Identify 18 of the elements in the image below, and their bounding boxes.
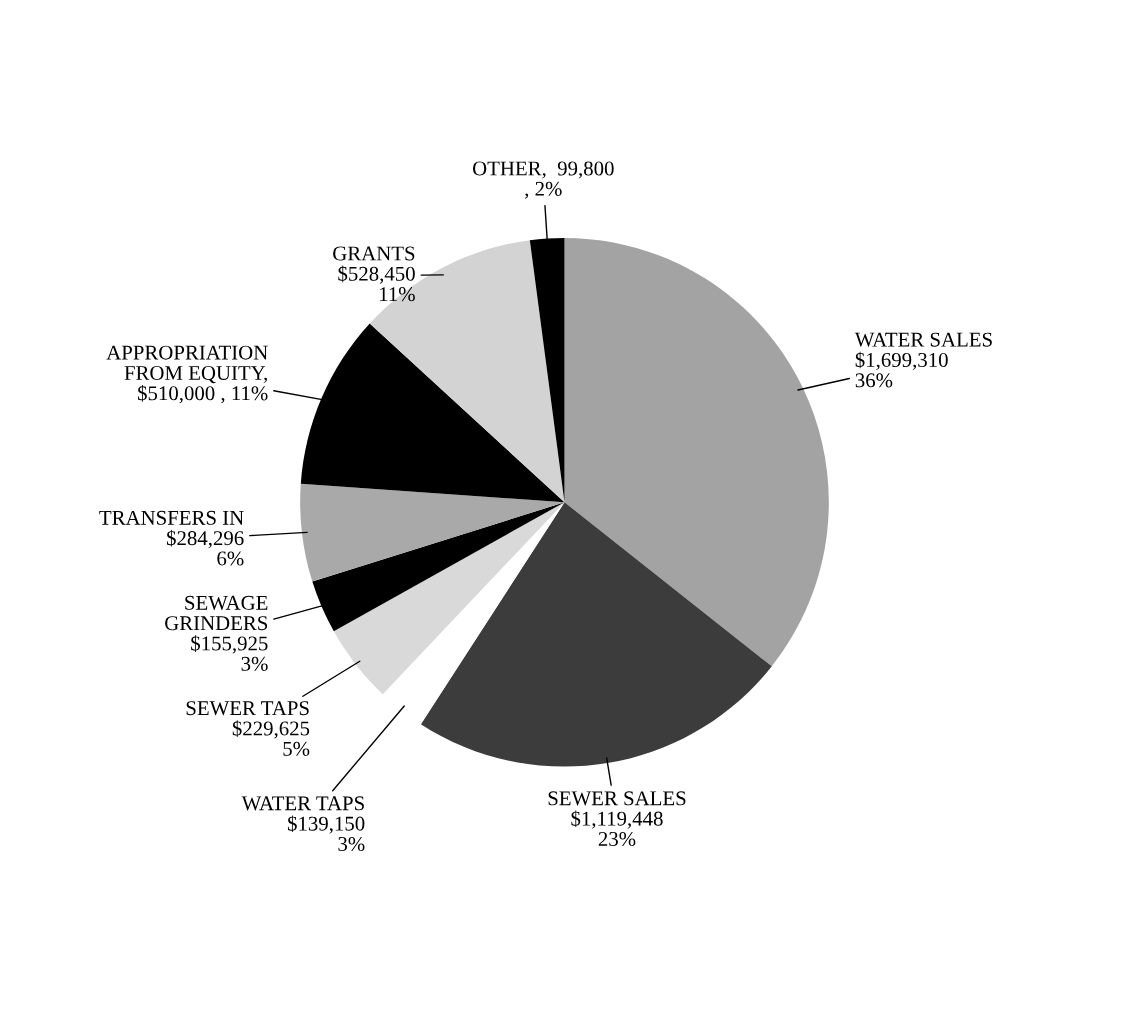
- data-label: $1,119,448 23%: [571, 810, 663, 847]
- pie-slice: [333, 502, 565, 695]
- slice-label: SEWAGE GRINDERS: [165, 595, 268, 631]
- data-label: $229,625 5%: [232, 720, 310, 756]
- data-label: $528,450 11%: [338, 265, 415, 302]
- slice-label: GRANTS: [333, 246, 415, 261]
- slice-label: SEWER SALES: [548, 791, 686, 806]
- slice-label: TRANSFERS IN: [99, 510, 244, 525]
- slice-label: APPROPRIATION FROM EQUITY, $510,000 , 11%: [106, 345, 268, 404]
- data-label: $284,296 6%: [166, 529, 244, 566]
- data-label: $1,699,310 36%: [855, 351, 948, 388]
- slice-label: WATER TAPS: [241, 796, 364, 811]
- slice-label: WATER SALES: [854, 332, 992, 347]
- slice-label: OTHER, 99,800 , 2%: [472, 161, 614, 199]
- data-label: $155,925 3%: [191, 635, 268, 671]
- slice-label: SEWER TAPS: [186, 701, 309, 716]
- pie-slice: [420, 502, 772, 767]
- data-label: $139,150 3%: [287, 815, 365, 852]
